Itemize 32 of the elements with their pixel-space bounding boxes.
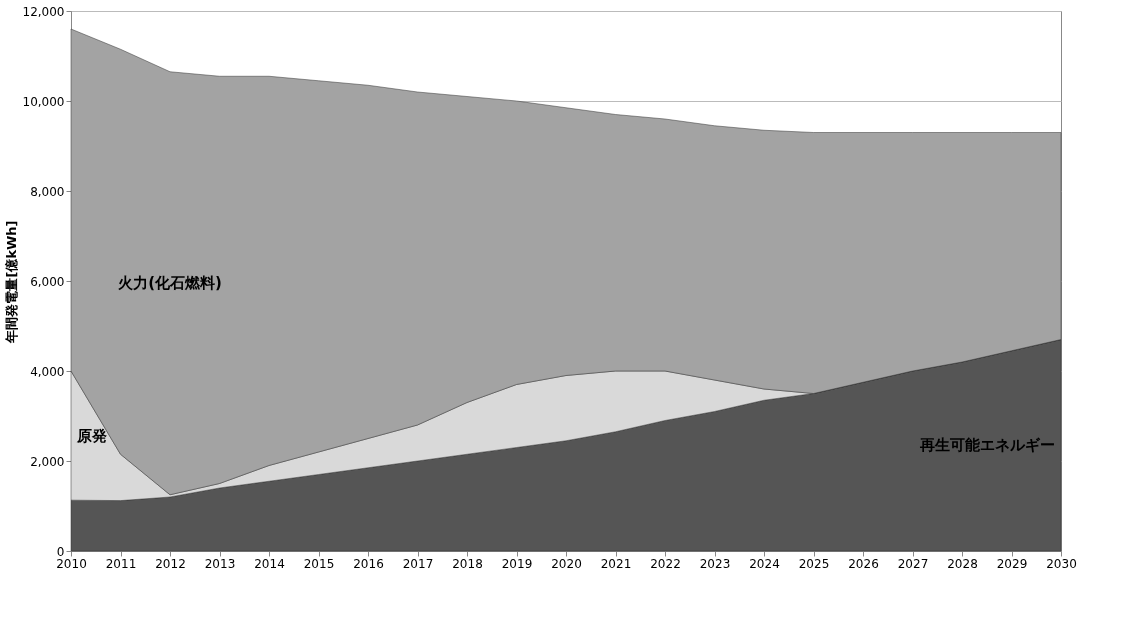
y-tick-label: 12,000 [22,4,65,19]
x-tick-label: 2026 [848,556,879,571]
x-tick-label: 2016 [353,556,384,571]
y-tick-label: 4,000 [30,364,65,379]
x-tick-label: 2018 [452,556,483,571]
x-tick-label: 2030 [1046,556,1077,571]
x-tick-label: 2019 [501,556,533,571]
x-tick-label: 2021 [600,556,632,571]
x-tick-label: 2029 [996,556,1028,571]
x-tick-label: 2027 [897,556,929,571]
x-tick-label: 2013 [204,556,236,571]
x-tick-label: 2014 [254,556,285,571]
y-tick-label: 10,000 [22,94,65,109]
x-tick-label: 2025 [798,556,830,571]
x-tick-label: 2024 [749,556,780,571]
x-tick-label: 2015 [303,556,335,571]
x-tick-label: 2028 [947,556,978,571]
y-tick-label: 8,000 [30,184,65,199]
x-tick-label: 2023 [699,556,731,571]
series-label: 再生可能エネルギー [919,436,1055,455]
y-axis-title: 年間発電量[億kWh] [3,220,19,344]
y-tick-label: 6,000 [30,274,65,289]
y-tick-label: 0 [56,544,65,559]
x-tick-label: 2022 [650,556,681,571]
y-tick-label: 2,000 [30,454,65,469]
x-tick-label: 2017 [402,556,434,571]
x-tick-label: 2012 [155,556,186,571]
x-tick-label: 2010 [56,556,87,571]
x-tick-label: 2020 [551,556,582,571]
x-tick-label: 2011 [105,556,137,571]
series-label: 火力(化石燃料) [118,274,222,293]
series-label: 原発 [76,426,107,445]
